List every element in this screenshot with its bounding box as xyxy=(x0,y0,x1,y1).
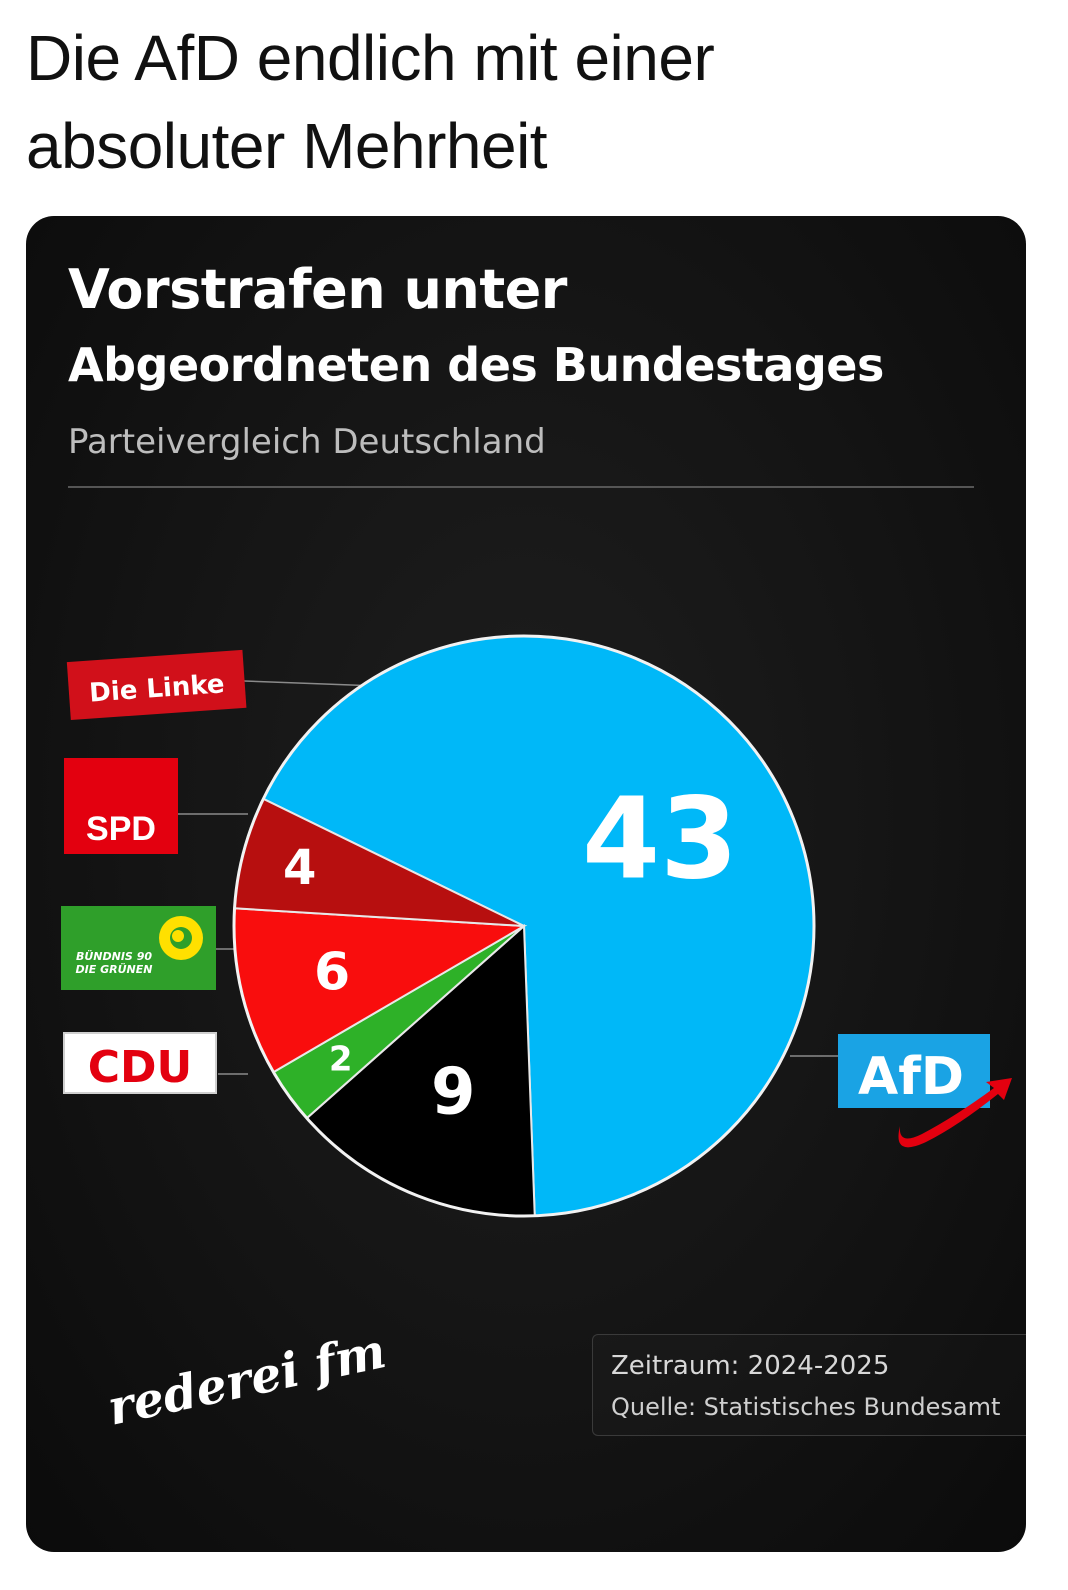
chart-title-line-1: Vorstrafen unter xyxy=(68,258,567,321)
value-label-gruene: 2 xyxy=(329,1040,353,1080)
sunflower-icon xyxy=(159,916,203,960)
pie-slices xyxy=(232,634,816,1218)
leader-line-linke xyxy=(243,680,379,687)
gruene-logo: BÜNDNIS 90 DIE GRÜNEN xyxy=(61,906,216,990)
post-text-line-2: absoluter Mehrheit xyxy=(26,110,548,182)
svg-text:SPD: SPD xyxy=(86,810,156,848)
svg-text:DIE GRÜNEN: DIE GRÜNEN xyxy=(76,962,153,976)
value-label-afd: 43 xyxy=(582,774,738,904)
spd-logo: SPD xyxy=(64,758,178,854)
die-linke-logo: Die Linke xyxy=(66,649,247,721)
svg-text:CDU: CDU xyxy=(88,1042,193,1093)
svg-text:rederei fm: rederei fm xyxy=(103,1323,391,1436)
source-period: Zeitraum: 2024-2025 xyxy=(611,1351,890,1381)
chart-title-line-2: Abgeordneten des Bundestages xyxy=(68,338,884,392)
source-box: Zeitraum: 2024-2025 Quelle: Statistische… xyxy=(592,1334,1026,1436)
value-label-linke: 4 xyxy=(283,840,316,896)
infographic-card[interactable]: Vorstrafen unter Abgeordneten des Bundes… xyxy=(26,216,1026,1552)
chart-subtitle: Parteivergleich Deutschland xyxy=(68,422,546,462)
post-text: Die AfD endlich mit einer absoluter Mehr… xyxy=(26,14,1026,190)
post-text-line-1: Die AfD endlich mit einer xyxy=(26,22,715,94)
value-label-spd: 6 xyxy=(314,943,350,1003)
title-divider xyxy=(68,486,974,488)
afd-logo: AfD xyxy=(838,1034,1012,1148)
value-label-cdu: 9 xyxy=(431,1055,476,1129)
afd-swoosh-icon xyxy=(898,1078,1012,1148)
cdu-logo: CDU xyxy=(63,1032,217,1094)
rederei-fm-logo: rederei fm xyxy=(103,1323,391,1436)
pie-chart: 43 9 2 6 4 Die Linke SPD BÜNDNIS 90 DIE … xyxy=(61,634,1012,1437)
pie-outline xyxy=(232,634,816,1218)
svg-text:AfD: AfD xyxy=(858,1047,964,1107)
svg-text:BÜNDNIS 90: BÜNDNIS 90 xyxy=(76,949,152,963)
source-origin: Quelle: Statistisches Bundesamt xyxy=(611,1393,1001,1421)
